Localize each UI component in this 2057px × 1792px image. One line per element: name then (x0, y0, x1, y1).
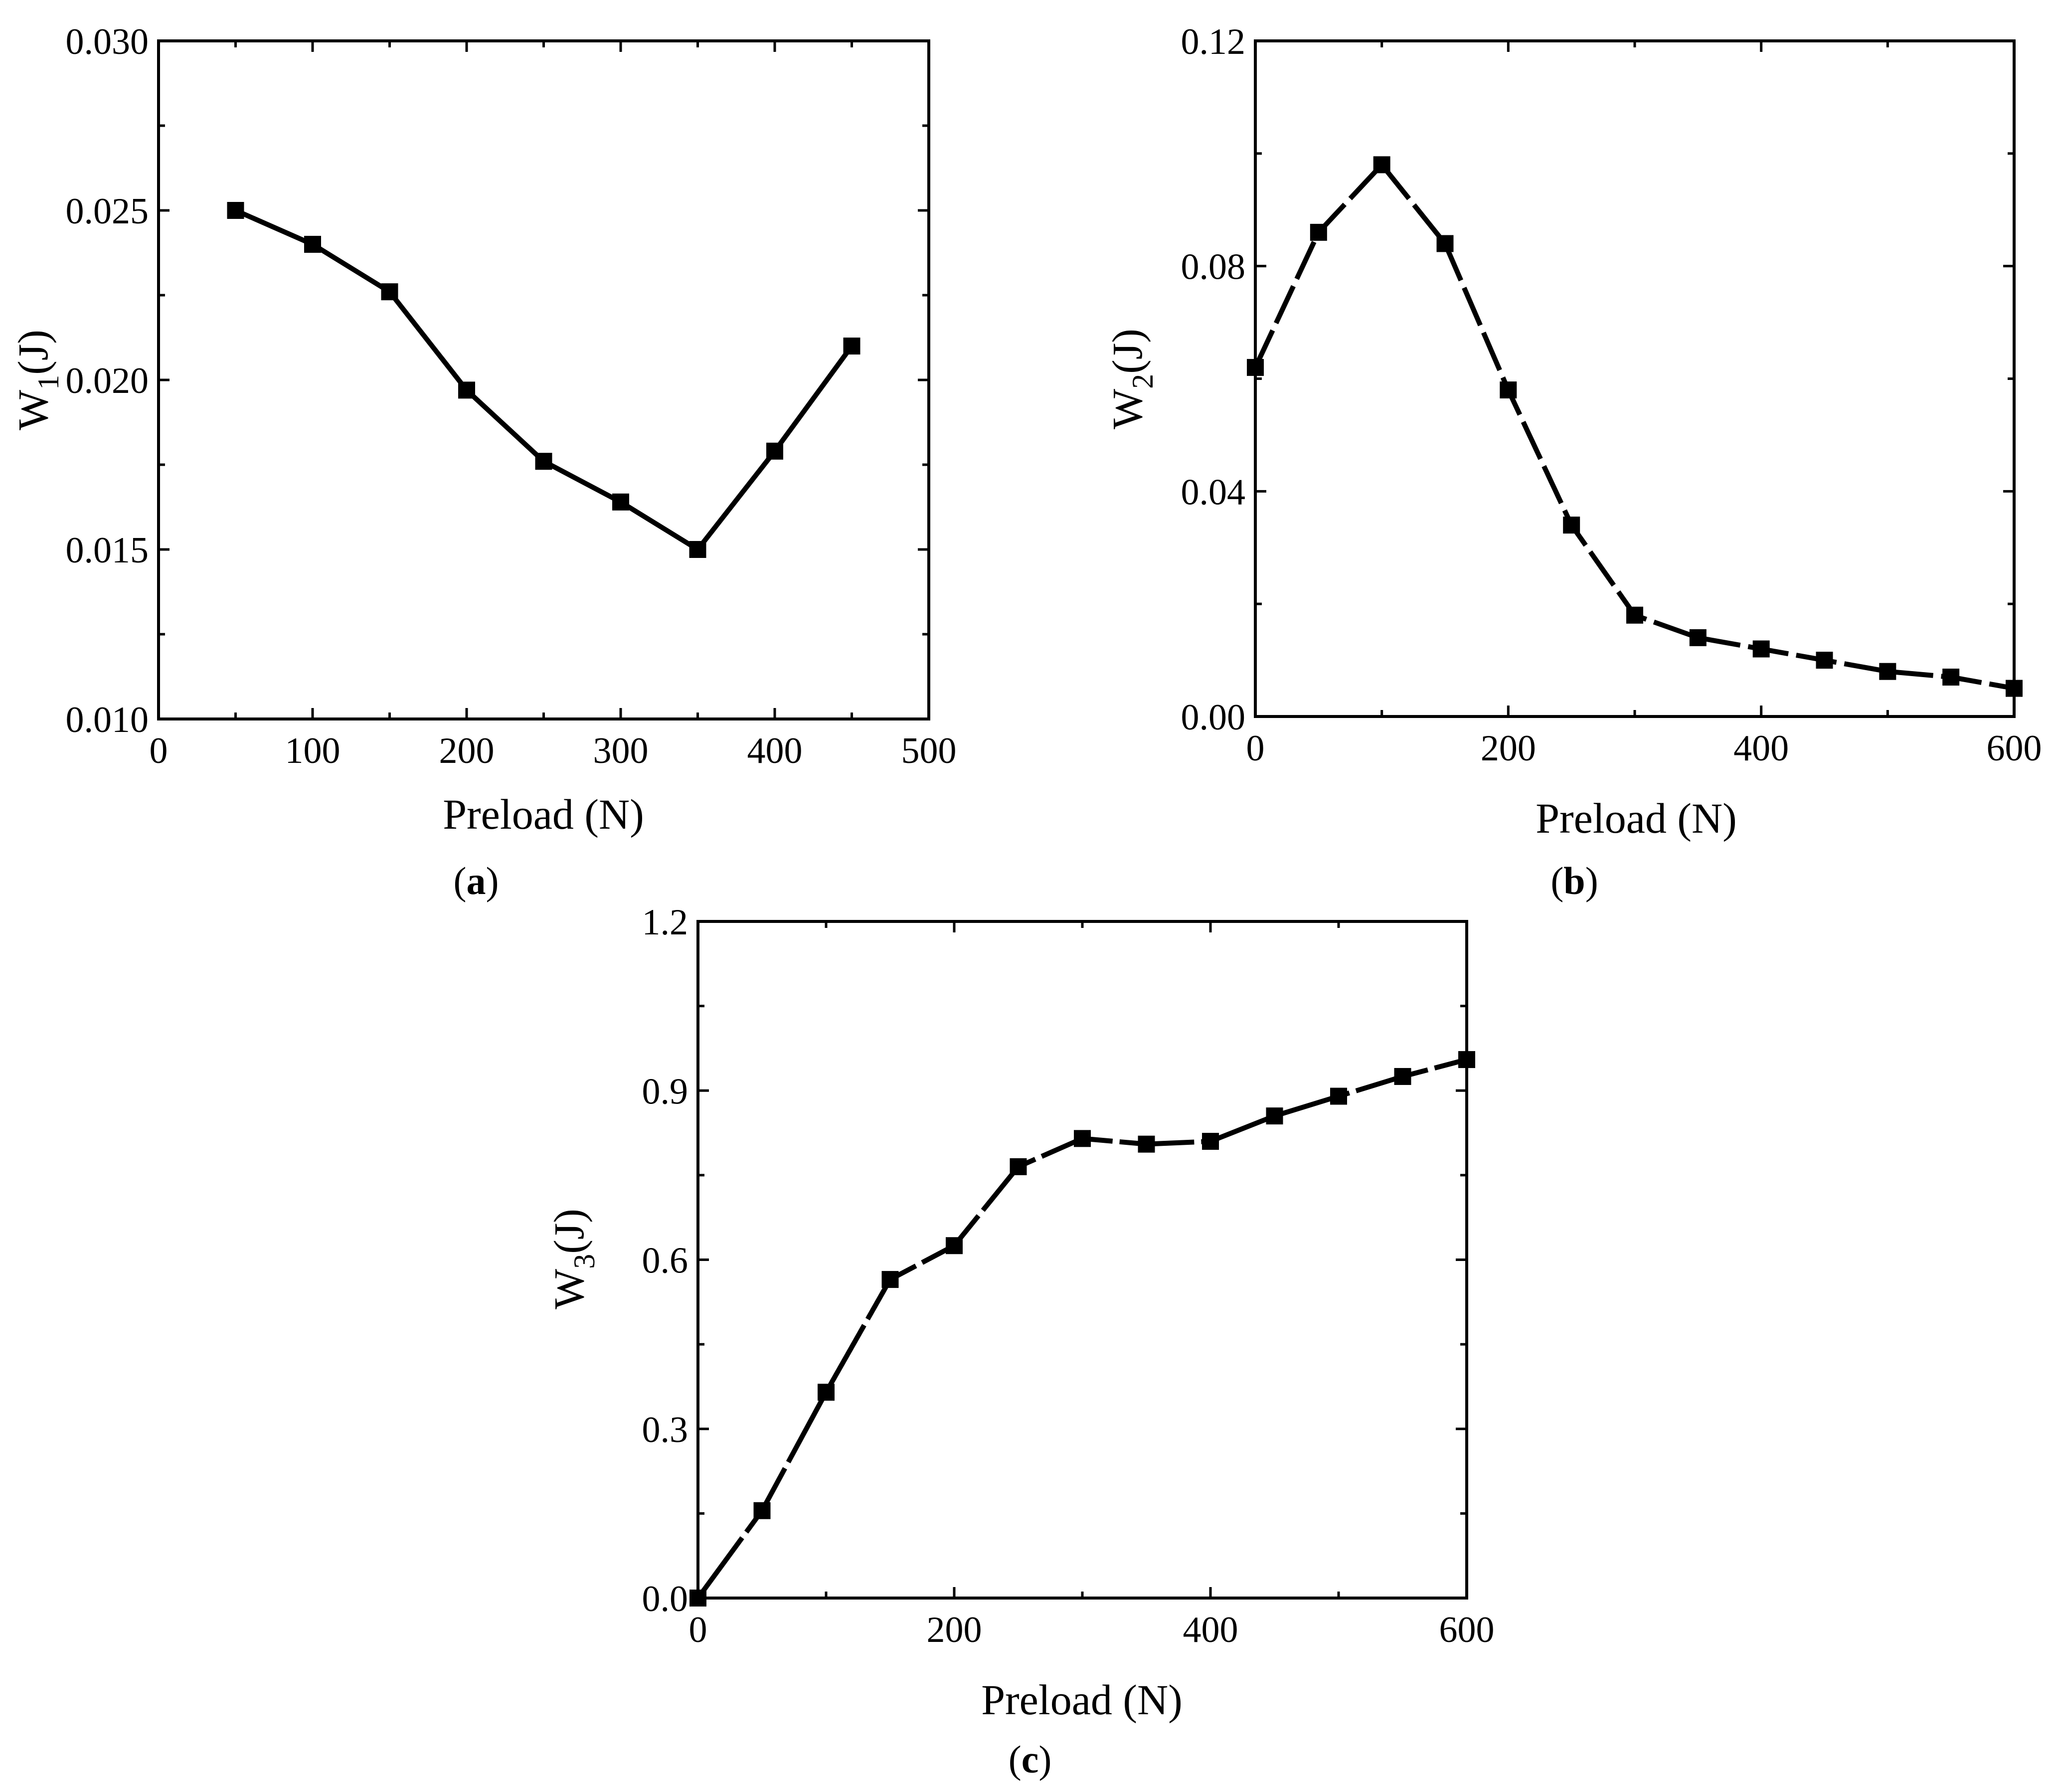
x-tick-label: 200 (439, 730, 495, 771)
x-tick-label: 100 (285, 730, 341, 771)
data-point-marker (1816, 652, 1833, 669)
chart-panel-a: 0 100 200 300 400 500 0.010 0.015 0.020 0.025 0.03… (9, 21, 957, 902)
data-point-marker (818, 1384, 835, 1401)
y-tick-label: 0.025 (66, 191, 149, 232)
x-tick-label: 400 (747, 730, 803, 771)
x-tick-label: 600 (1987, 728, 2042, 769)
data-point-marker (1752, 640, 1770, 658)
x-axis-title: Preload (N) (981, 1676, 1183, 1724)
x-tick-label: 200 (927, 1610, 982, 1650)
data-point-marker (766, 442, 783, 460)
axis-ticks (1254, 39, 2016, 718)
axis-ticks (696, 920, 1468, 1600)
data-point-marker (1310, 223, 1327, 241)
series-line-w1 (234, 208, 854, 552)
y-tick-label: 0.015 (66, 530, 149, 571)
x-tick-label: 300 (593, 730, 649, 771)
data-point-marker (1247, 358, 1264, 376)
x-axis-title: Preload (N) (1536, 794, 1737, 842)
data-point-marker (1202, 1133, 1219, 1150)
data-point-marker (1942, 668, 1960, 686)
axis-tick-labels: 0 100 200 300 400 500 0.010 0.015 0.020 0.025 0.03… (66, 21, 957, 771)
y-tick-label: 0.3 (642, 1410, 688, 1450)
x-tick-label: 500 (901, 730, 957, 771)
panel-label: (b) (1550, 859, 1598, 902)
data-point-marker (1458, 1051, 1475, 1069)
y-tick-label: 0.010 (66, 700, 149, 740)
axis-tick-labels: 0 200 400 600 0.00 0.04 0.08 0.12 (1181, 21, 2042, 769)
chart-panel-c: 0 200 400 600 0.0 0.3 0.6 0.9 1.2 Preload (N) W3… (545, 902, 1495, 1781)
plot-frame (696, 920, 1468, 1600)
y-tick-label: 0.020 (66, 360, 149, 401)
data-point-marker (1074, 1130, 1091, 1147)
data-markers (227, 202, 860, 558)
y-tick-label: 0.6 (642, 1241, 688, 1281)
chart-panel-b: 0 200 400 600 0.00 0.04 0.08 0.12 Preload (N) W… (1103, 21, 2042, 902)
data-point-marker (1394, 1068, 1411, 1085)
data-point-marker (689, 1590, 706, 1607)
x-tick-label: 0 (689, 1610, 707, 1650)
data-point-marker (2006, 680, 2023, 697)
data-point-marker (1330, 1087, 1347, 1105)
x-tick-label: 400 (1183, 1610, 1238, 1650)
data-point-marker (1626, 606, 1643, 624)
data-point-marker (535, 453, 552, 470)
data-point-marker (458, 381, 475, 399)
plot-frame (157, 39, 930, 720)
data-point-marker (881, 1271, 899, 1288)
y-tick-label: 0.9 (642, 1071, 688, 1112)
data-point-marker (612, 493, 629, 511)
y-tick-label: 1.2 (642, 902, 688, 943)
data-point-marker (1010, 1158, 1027, 1175)
data-markers (689, 1051, 1475, 1607)
x-tick-label: 0 (1246, 728, 1265, 769)
data-point-marker (753, 1502, 771, 1519)
x-axis-title: Preload (N) (443, 790, 644, 838)
axis-tick-labels: 0 200 400 600 0.0 0.3 0.6 0.9 1.2 (642, 902, 1495, 1650)
data-point-marker (1500, 381, 1517, 399)
data-point-marker (843, 338, 860, 355)
y-tick-label: 0.0 (642, 1579, 688, 1619)
data-markers (1247, 156, 2023, 697)
x-tick-label: 200 (1481, 728, 1536, 769)
x-tick-label: 600 (1439, 1610, 1495, 1650)
data-point-marker (946, 1237, 963, 1254)
y-tick-label: 0.08 (1181, 247, 1246, 288)
data-point-marker (1689, 629, 1707, 646)
panel-label: (c) (1009, 1738, 1052, 1781)
x-tick-label: 0 (150, 730, 168, 771)
y-tick-label: 0.030 (66, 21, 149, 62)
panel-label: (a) (454, 859, 499, 902)
y-axis-title: W1(J) (9, 330, 65, 430)
data-point-marker (1266, 1107, 1283, 1125)
data-point-marker (1373, 156, 1390, 174)
data-point-marker (1563, 517, 1580, 534)
y-tick-label: 0.04 (1181, 472, 1246, 513)
x-tick-label: 400 (1733, 728, 1789, 769)
data-point-marker (381, 283, 398, 301)
data-point-marker (1879, 663, 1896, 680)
y-tick-label: 0.00 (1181, 697, 1246, 738)
data-point-marker (304, 236, 321, 253)
y-tick-label: 0.12 (1181, 21, 1246, 62)
axis-ticks (157, 39, 930, 720)
data-point-marker (1138, 1135, 1155, 1153)
data-point-marker (1436, 235, 1454, 252)
data-point-marker (689, 541, 706, 558)
y-axis-title: W2(J) (1103, 329, 1159, 429)
y-axis-title: W3(J) (545, 1209, 601, 1309)
data-point-marker (227, 202, 244, 219)
